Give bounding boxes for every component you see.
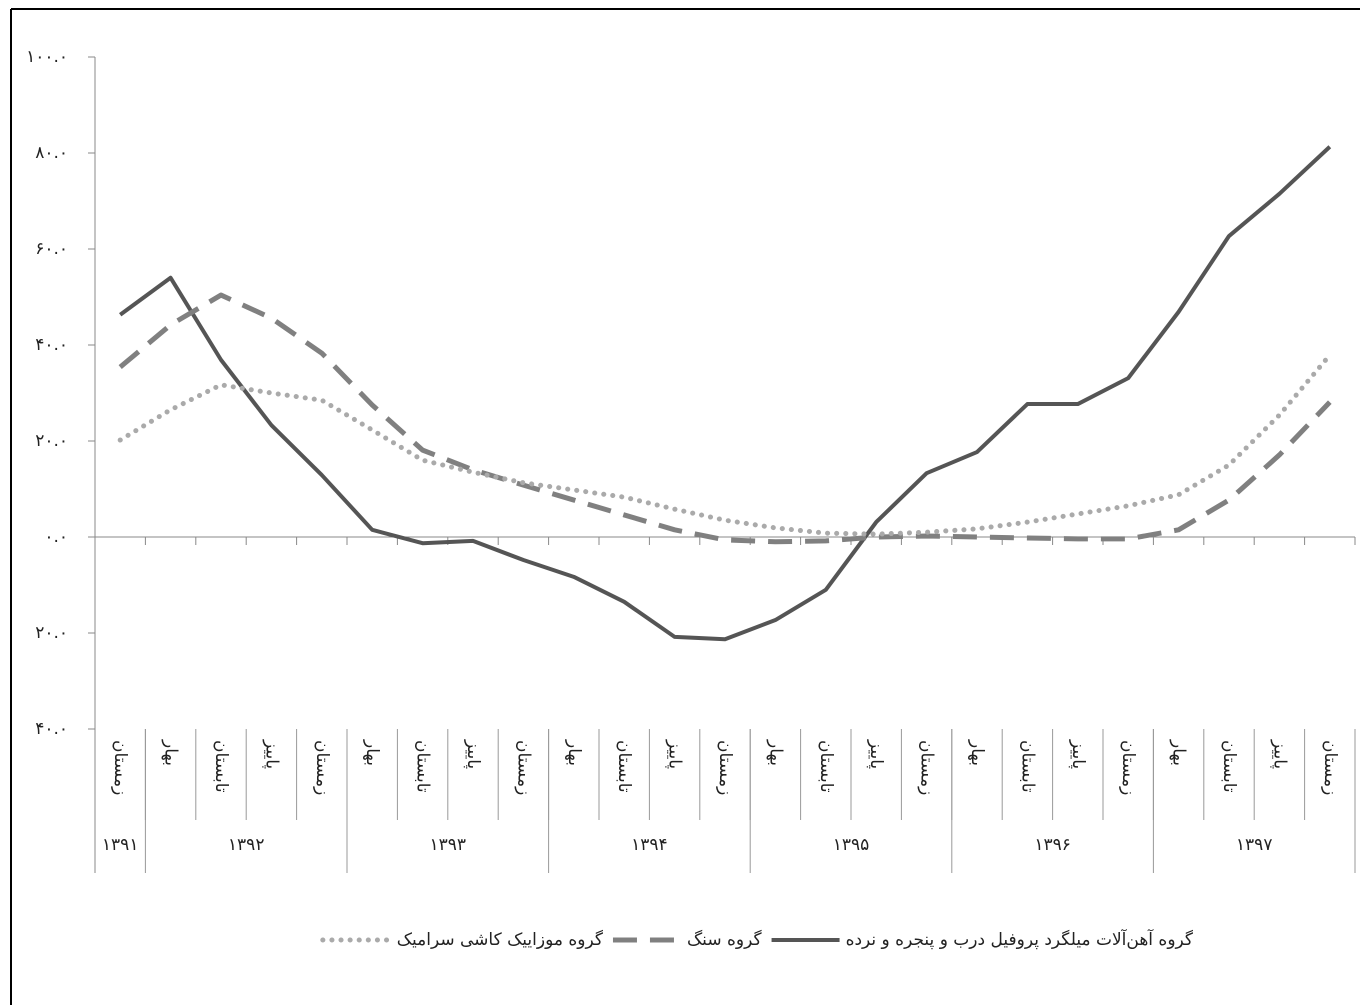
legend-label: گروه آهن‌آلات میلگرد پروفیل درب و پنجره …: [846, 928, 1194, 950]
group-label: ۱۳۹۴: [631, 835, 668, 855]
x-tick-label: زمستان: [1118, 740, 1138, 795]
x-tick-label: بهار: [161, 739, 181, 766]
x-tick-label: زمستان: [715, 740, 735, 795]
x-tick-label: پاییز: [1068, 739, 1088, 769]
group-label: ۱۳۹۳: [430, 835, 467, 855]
series-line: [119, 145, 1332, 642]
x-tick-label: زمستان: [110, 740, 130, 795]
y-tick-label: ۴۰.۰: [35, 719, 68, 739]
x-tick-label: زمستان: [1320, 740, 1340, 795]
x-tick-label: پاییز: [1269, 739, 1289, 769]
y-tick-label: ۱۰۰.۰: [26, 47, 68, 67]
group-label: ۱۳۹۲: [228, 835, 265, 855]
x-tick-label: تابستان: [1017, 740, 1037, 793]
x-tick-label: پاییز: [665, 739, 685, 769]
y-tick-label: ۸۰.۰: [35, 143, 68, 163]
series-line: [117, 352, 1333, 537]
x-tick-label: تابستان: [1219, 740, 1239, 793]
x-tick-label: پاییز: [261, 739, 281, 769]
y-tick-label: ۲۰.۰: [35, 623, 68, 643]
group-label: ۱۳۹۷: [1236, 835, 1273, 855]
x-tick-label: زمستان: [513, 740, 533, 795]
legend-label: گروه موزاییک کاشی سرامیک: [397, 929, 604, 950]
x-tick-label: پاییز: [463, 739, 483, 769]
x-tick-label: بهار: [765, 739, 785, 766]
x-tick-label: زمستان: [917, 740, 937, 795]
x-tick-label: تابستان: [614, 740, 634, 793]
x-tick-label: بهار: [564, 739, 584, 766]
y-tick-label: ۶۰.۰: [35, 239, 68, 259]
x-tick-label: تابستان: [413, 740, 433, 793]
group-label: ۱۳۹۱: [102, 835, 139, 855]
x-tick-label: پاییز: [866, 739, 886, 769]
x-tick-label: بهار: [362, 739, 382, 766]
x-tick-label: تابستان: [816, 740, 836, 793]
group-label: ۱۳۹۶: [1034, 835, 1071, 855]
legend-label: گروه سنگ: [687, 929, 762, 950]
group-label: ۱۳۹۵: [833, 835, 870, 855]
x-tick-label: بهار: [1169, 739, 1189, 766]
y-tick-label: ۴۰.۰: [35, 335, 68, 355]
series-line: [118, 292, 1332, 545]
y-tick-label: ۲۰.۰: [35, 431, 68, 451]
y-tick-label: ۰.۰: [44, 527, 68, 547]
x-tick-label: تابستان: [211, 740, 231, 793]
x-tick-label: زمستان: [312, 740, 332, 795]
x-tick-label: بهار: [967, 739, 987, 766]
